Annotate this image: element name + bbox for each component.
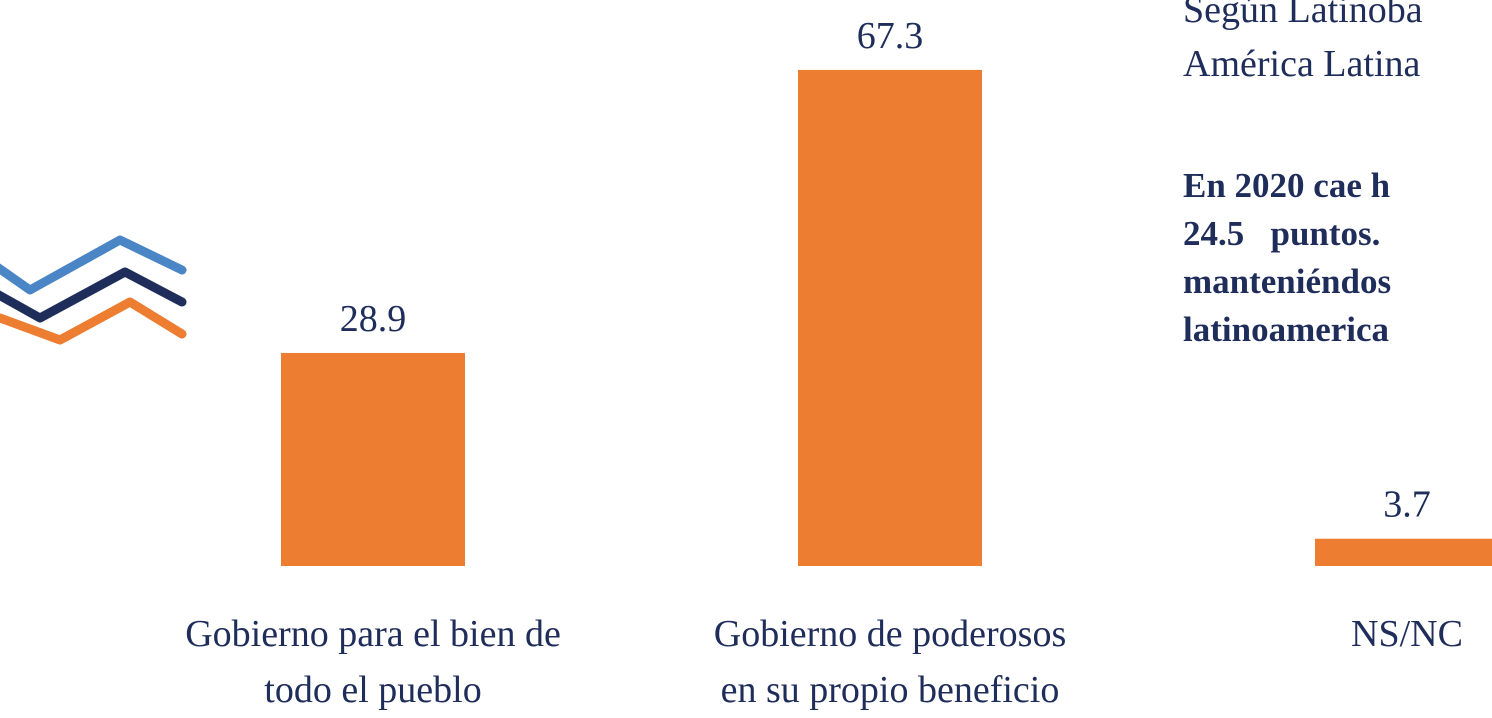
value-label: 28.9 xyxy=(340,298,407,340)
highlight-text: latinoamerica xyxy=(1183,310,1390,349)
bar xyxy=(281,352,465,566)
value-label: 3.7 xyxy=(1383,484,1431,526)
highlight-text: manteniéndos xyxy=(1183,262,1392,301)
bar xyxy=(1315,538,1492,566)
category-label: Gobierno de poderosos en su propio benef… xyxy=(713,613,1067,711)
category-label: Gobierno para el bien de todo el pueblo xyxy=(185,613,561,711)
logo-line xyxy=(0,297,187,345)
logo-line xyxy=(0,267,187,323)
logo xyxy=(0,235,187,345)
value-label: 67.3 xyxy=(857,15,924,57)
category-label: NS/NC xyxy=(1351,613,1463,655)
highlight-text: 24.5 puntos. xyxy=(1183,214,1381,253)
highlight-text: En 2020 cae h xyxy=(1183,166,1391,205)
bar xyxy=(798,69,982,566)
annotation: América Latina xyxy=(1183,43,1421,85)
logo-line xyxy=(0,235,187,295)
annotation: Según Latinoba xyxy=(1183,0,1423,31)
